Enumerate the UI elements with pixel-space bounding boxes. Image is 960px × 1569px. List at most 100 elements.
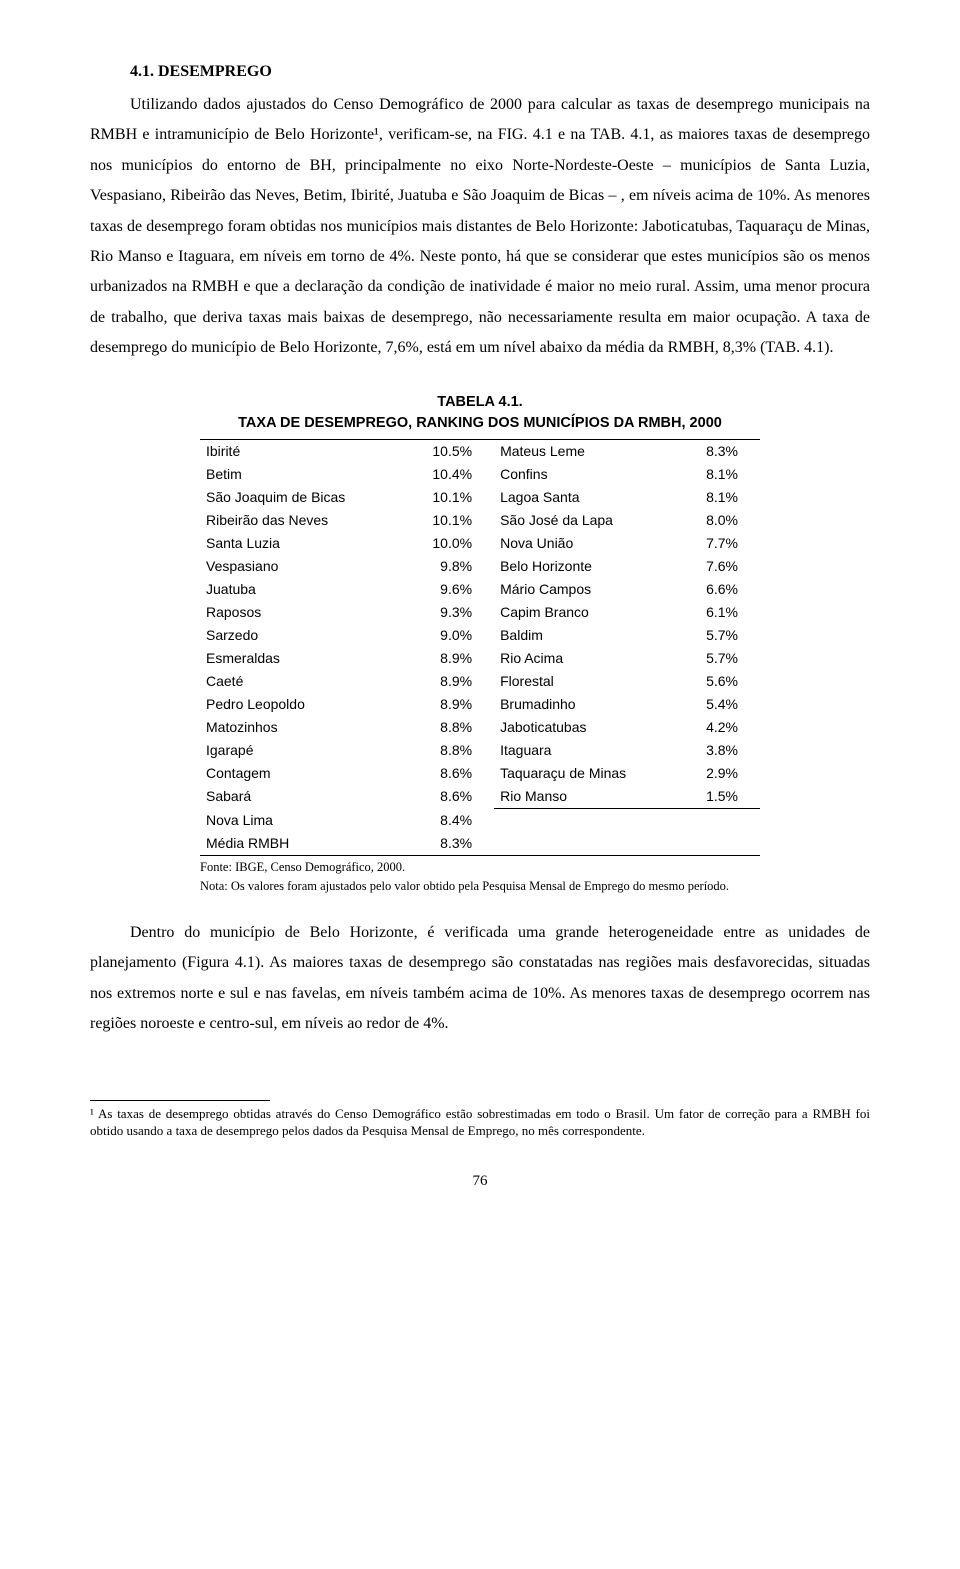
table-cell: Contagem: [200, 762, 403, 785]
table-cell: 8.8%: [403, 739, 494, 762]
table-cell: 9.8%: [403, 555, 494, 578]
table-cell: 3.8%: [680, 739, 761, 762]
table-cell: 6.1%: [680, 601, 761, 624]
table-cell: Florestal: [494, 670, 679, 693]
table-cell: 5.4%: [680, 693, 761, 716]
table-cell: [680, 809, 761, 832]
table-row: Média RMBH8.3%: [200, 832, 760, 856]
table-row: Raposos9.3%Capim Branco6.1%: [200, 601, 760, 624]
table-cell: 9.0%: [403, 624, 494, 647]
table-cell: Baldim: [494, 624, 679, 647]
table-row: Juatuba9.6%Mário Campos6.6%: [200, 578, 760, 601]
table-cell: Betim: [200, 463, 403, 486]
table-row: Sarzedo9.0%Baldim5.7%: [200, 624, 760, 647]
table-cell: Itaguara: [494, 739, 679, 762]
table-source: Fonte: IBGE, Censo Demográfico, 2000.: [200, 859, 760, 875]
table-cell: 1.5%: [680, 785, 761, 809]
table-cell: Raposos: [200, 601, 403, 624]
table-cell: Ibirité: [200, 440, 403, 464]
footnote-separator: [90, 1100, 270, 1101]
table-row: Nova Lima8.4%: [200, 809, 760, 832]
table-row: Ribeirão das Neves10.1%São José da Lapa8…: [200, 509, 760, 532]
table-row: Ibirité10.5%Mateus Leme8.3%: [200, 440, 760, 464]
table-cell: Vespasiano: [200, 555, 403, 578]
table-cell: Santa Luzia: [200, 532, 403, 555]
table-cell: Média RMBH: [200, 832, 403, 856]
section-heading: 4.1. DESEMPREGO: [90, 60, 870, 84]
page-number: 76: [90, 1170, 870, 1193]
table-cell: Sarzedo: [200, 624, 403, 647]
table-row: Betim10.4%Confins8.1%: [200, 463, 760, 486]
table-cell: 8.6%: [403, 785, 494, 809]
table-cell: Ribeirão das Neves: [200, 509, 403, 532]
table-cell: 9.6%: [403, 578, 494, 601]
table-row: Caeté8.9%Florestal5.6%: [200, 670, 760, 693]
table-cell: 8.9%: [403, 647, 494, 670]
table-row: Pedro Leopoldo8.9%Brumadinho5.4%: [200, 693, 760, 716]
table-cell: Jaboticatubas: [494, 716, 679, 739]
table-row: Matozinhos8.8%Jaboticatubas4.2%: [200, 716, 760, 739]
table-cell: 8.3%: [680, 440, 761, 464]
table-cell: Confins: [494, 463, 679, 486]
table-cell: 7.6%: [680, 555, 761, 578]
table-cell: 6.6%: [680, 578, 761, 601]
table-row: Vespasiano9.8%Belo Horizonte7.6%: [200, 555, 760, 578]
footnote-text: ¹ As taxas de desemprego obtidas através…: [90, 1105, 870, 1140]
body-paragraph: Utilizando dados ajustados do Censo Demo…: [90, 90, 870, 364]
table-cell: 10.1%: [403, 509, 494, 532]
table-cell: 8.8%: [403, 716, 494, 739]
table-cell: Pedro Leopoldo: [200, 693, 403, 716]
table-cell: 5.7%: [680, 647, 761, 670]
table-cell: Mateus Leme: [494, 440, 679, 464]
table-cell: Capim Branco: [494, 601, 679, 624]
table-cell: Juatuba: [200, 578, 403, 601]
table-cell: 10.5%: [403, 440, 494, 464]
table-cell: Rio Manso: [494, 785, 679, 809]
table-cell: 4.2%: [680, 716, 761, 739]
table-cell: Lagoa Santa: [494, 486, 679, 509]
table-cell: Nova Lima: [200, 809, 403, 832]
table-cell: 9.3%: [403, 601, 494, 624]
table-row: Santa Luzia10.0%Nova União7.7%: [200, 532, 760, 555]
table-cell: 8.3%: [403, 832, 494, 856]
table-cell: Brumadinho: [494, 693, 679, 716]
table-cell: 8.4%: [403, 809, 494, 832]
table-row: Igarapé8.8%Itaguara3.8%: [200, 739, 760, 762]
table-cell: Matozinhos: [200, 716, 403, 739]
data-table: Ibirité10.5%Mateus Leme8.3%Betim10.4%Con…: [200, 439, 760, 856]
table-cell: [494, 809, 679, 832]
table-cell: Rio Acima: [494, 647, 679, 670]
body-paragraph: Dentro do município de Belo Horizonte, é…: [90, 918, 870, 1040]
table-row: São Joaquim de Bicas10.1%Lagoa Santa8.1%: [200, 486, 760, 509]
table-row: Esmeraldas8.9%Rio Acima5.7%: [200, 647, 760, 670]
table-caption-1: TABELA 4.1.: [200, 392, 760, 414]
table-cell: Mário Campos: [494, 578, 679, 601]
table-cell: Igarapé: [200, 739, 403, 762]
table-cell: [494, 832, 679, 856]
document-page: 4.1. DESEMPREGO Utilizando dados ajustad…: [90, 60, 870, 1192]
table-cell: Taquaraçu de Minas: [494, 762, 679, 785]
table-cell: 8.9%: [403, 670, 494, 693]
table-cell: Nova União: [494, 532, 679, 555]
table-cell: [680, 832, 761, 856]
table-cell: 5.6%: [680, 670, 761, 693]
table-row: Sabará8.6%Rio Manso1.5%: [200, 785, 760, 809]
table-cell: 8.6%: [403, 762, 494, 785]
table-block: TABELA 4.1. TAXA DE DESEMPREGO, RANKING …: [200, 392, 760, 895]
table-cell: 8.0%: [680, 509, 761, 532]
table-cell: 8.1%: [680, 486, 761, 509]
table-cell: 5.7%: [680, 624, 761, 647]
table-cell: Sabará: [200, 785, 403, 809]
table-row: Contagem8.6%Taquaraçu de Minas2.9%: [200, 762, 760, 785]
table-cell: São José da Lapa: [494, 509, 679, 532]
table-cell: 8.1%: [680, 463, 761, 486]
table-caption-2: TAXA DE DESEMPREGO, RANKING DOS MUNICÍPI…: [200, 413, 760, 435]
table-cell: Belo Horizonte: [494, 555, 679, 578]
table-cell: Esmeraldas: [200, 647, 403, 670]
table-cell: 10.1%: [403, 486, 494, 509]
table-note: Nota: Os valores foram ajustados pelo va…: [200, 878, 760, 894]
table-cell: 7.7%: [680, 532, 761, 555]
table-cell: São Joaquim de Bicas: [200, 486, 403, 509]
table-cell: 10.4%: [403, 463, 494, 486]
table-cell: 2.9%: [680, 762, 761, 785]
